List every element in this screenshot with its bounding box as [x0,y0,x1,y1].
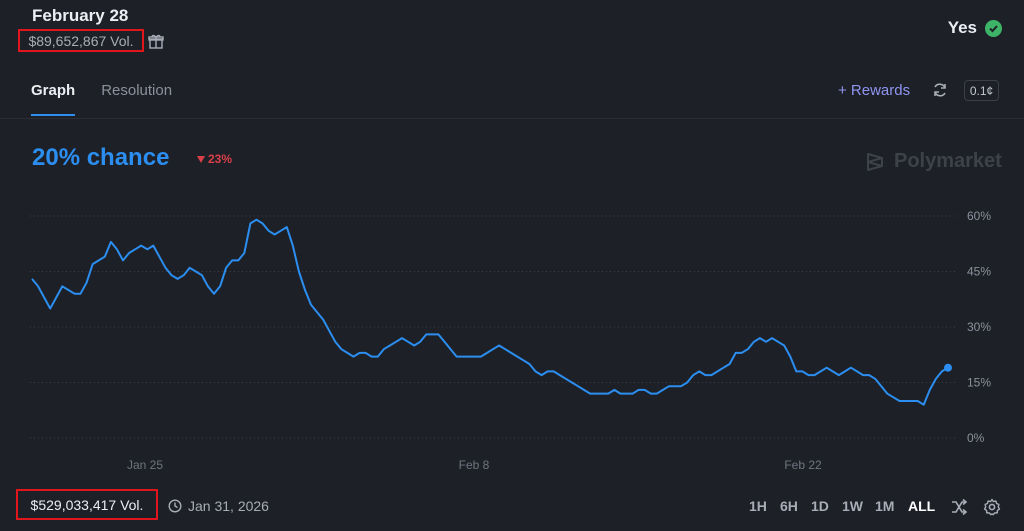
change-indicator: 23% [197,152,232,166]
x-tick-label: Jan 25 [127,458,163,472]
chance-value: 20% chance [32,144,170,171]
down-triangle-icon [197,155,205,163]
range-1w[interactable]: 1W [842,498,863,514]
range-all[interactable]: ALL [908,498,936,514]
refresh-icon[interactable] [932,82,948,98]
tab-divider [0,118,1024,119]
gift-icon[interactable] [148,33,164,49]
polymarket-logo-icon [867,152,883,171]
shuffle-icon[interactable] [950,498,968,516]
brand-watermark: Polymarket [864,150,1002,173]
tick-size-button[interactable]: 0.1¢ [964,80,999,101]
time-range-selector: 1H 6H 1D 1W 1M ALL [749,498,935,514]
y-tick-label: 15% [967,376,991,390]
range-6h[interactable]: 6H [780,498,798,514]
check-circle-icon [985,19,1002,37]
y-tick-label: 60% [967,209,991,223]
y-tick-label: 30% [967,320,991,334]
x-tick-label: Feb 8 [459,458,490,472]
range-1d[interactable]: 1D [811,498,829,514]
outcome-label: Yes [948,18,1002,38]
price-chart[interactable]: 0% 15% 30% 45% 60% Jan 25 Feb 8 Feb 22 [0,190,1024,480]
range-1m[interactable]: 1M [875,498,895,514]
tab-resolution[interactable]: Resolution [101,82,173,99]
brand-name: Polymarket [894,150,1002,172]
total-volume: $89,652,867 Vol. [18,29,144,52]
market-title: February 28 [32,6,129,25]
tab-graph[interactable]: Graph [31,82,76,116]
change-value: 23% [208,152,233,166]
clock-icon [168,499,182,513]
y-tick-label: 0% [967,431,985,445]
y-tick-label: 45% [967,265,991,279]
footer-volume: $529,033,417 Vol. [16,489,158,520]
probability-line [31,218,949,406]
rewards-button[interactable]: + Rewards [838,82,911,99]
chart-grid [30,215,958,439]
outcome-text: Yes [947,18,977,37]
current-point [944,363,952,372]
end-date: Jan 31, 2026 [168,498,269,514]
range-1h[interactable]: 1H [749,498,767,514]
y-axis-labels: 0% 15% 30% 45% 60% [967,209,991,445]
x-tick-label: Feb 22 [784,458,822,472]
gear-icon[interactable] [983,498,1001,516]
end-date-text: Jan 31, 2026 [188,498,269,514]
x-axis-labels: Jan 25 Feb 8 Feb 22 [127,458,822,472]
tab-bar: Graph Resolution [31,82,173,116]
